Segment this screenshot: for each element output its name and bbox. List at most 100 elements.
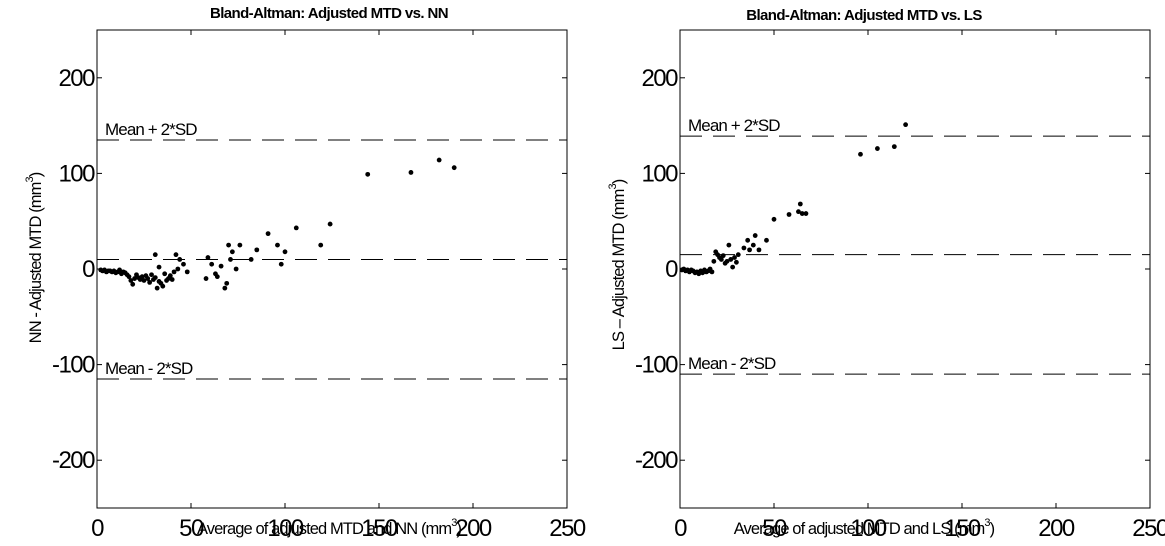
data-point bbox=[141, 278, 147, 283]
data-point bbox=[226, 242, 232, 248]
x-tick-label: 200 bbox=[1038, 515, 1075, 542]
x-tick-label: 150 bbox=[361, 515, 398, 542]
y-tick-label: 200 bbox=[641, 65, 678, 92]
x-tick-label: 250 bbox=[549, 515, 586, 542]
data-point bbox=[149, 272, 154, 278]
data-point bbox=[203, 276, 209, 281]
data-point bbox=[756, 247, 762, 253]
reference-line-label: Mean + 2*SD bbox=[105, 120, 197, 139]
data-point bbox=[254, 247, 260, 253]
data-point bbox=[209, 261, 215, 267]
data-point bbox=[173, 252, 179, 258]
y-tick-label: 100 bbox=[58, 160, 95, 187]
y-axis-label: NN - Adjusted MTD (mm3) bbox=[24, 172, 45, 343]
data-point bbox=[747, 247, 752, 253]
data-point bbox=[730, 264, 736, 270]
data-point bbox=[130, 281, 136, 287]
data-point bbox=[720, 253, 726, 259]
reference-line-label: Mean - 2*SD bbox=[105, 359, 193, 378]
data-point bbox=[117, 267, 122, 273]
x-tick-label: 250 bbox=[1132, 515, 1165, 542]
data-point bbox=[734, 259, 739, 265]
data-point bbox=[726, 242, 732, 248]
data-point bbox=[796, 209, 801, 215]
data-point bbox=[248, 257, 254, 262]
data-point bbox=[408, 170, 414, 175]
x-tick-label: 150 bbox=[944, 515, 981, 542]
data-point bbox=[451, 165, 457, 171]
x-axis-label-end: ) bbox=[990, 520, 995, 538]
data-point bbox=[214, 274, 220, 280]
x-tick-label: 200 bbox=[455, 515, 492, 542]
data-point bbox=[132, 276, 138, 281]
data-point bbox=[205, 255, 211, 260]
y-axis-label-sup: 3 bbox=[24, 177, 36, 183]
data-point bbox=[128, 278, 134, 283]
data-point bbox=[327, 221, 333, 227]
data-point bbox=[875, 146, 880, 151]
data-point bbox=[728, 257, 734, 262]
x-tick-label: 50 bbox=[179, 515, 204, 542]
data-point bbox=[160, 283, 166, 289]
data-point bbox=[858, 151, 863, 157]
data-point bbox=[752, 233, 758, 238]
x-tick-label: 0 bbox=[674, 515, 687, 542]
y-tick-label: 0 bbox=[665, 256, 678, 283]
x-axis-label-sup: 3 bbox=[984, 517, 990, 529]
y-tick-label: -200 bbox=[52, 447, 95, 474]
data-point bbox=[771, 216, 777, 222]
data-point bbox=[891, 144, 897, 150]
y-tick-label: 100 bbox=[641, 160, 678, 187]
data-point bbox=[162, 271, 168, 277]
data-point bbox=[154, 285, 160, 291]
y-axis-label-end: ) bbox=[27, 172, 45, 177]
chart-marks: 0 50 100 150 200 250 200 100 0 -100 -200 Mean + 2*S… bbox=[635, 29, 1165, 542]
data-point bbox=[224, 280, 230, 286]
plot-area-frame bbox=[96, 29, 568, 509]
data-point bbox=[786, 212, 792, 217]
chart-marks: 0 50 100 150 200 250 200 100 0 -100 -200 Mean + 2*S… bbox=[52, 29, 587, 542]
data-point bbox=[718, 257, 724, 262]
data-point bbox=[764, 237, 769, 243]
data-point bbox=[293, 225, 299, 231]
reference-line-label: Mean + 2*SD bbox=[688, 116, 780, 135]
data-point bbox=[797, 201, 803, 207]
data-point bbox=[750, 242, 756, 248]
data-point bbox=[741, 245, 747, 251]
data-point bbox=[152, 275, 158, 281]
y-axis-label-end: ) bbox=[610, 179, 628, 184]
chart-title: Bland-Altman: Adjusted MTD vs. NN bbox=[210, 5, 448, 22]
data-point bbox=[709, 269, 715, 275]
x-axis-label-end: ) bbox=[456, 520, 461, 538]
x-tick-label: 0 bbox=[91, 515, 104, 542]
chart-title: Bland-Altman: Adjusted MTD vs. LS bbox=[746, 7, 982, 24]
x-tick-label: 100 bbox=[267, 515, 304, 542]
reference-line-label: Mean - 2*SD bbox=[688, 354, 776, 373]
chart-nn: Bland-Altman: Adjusted MTD vs. NN 0 50 100… bbox=[24, 5, 587, 542]
data-point bbox=[139, 274, 145, 280]
data-point bbox=[171, 269, 177, 275]
x-axis-label: Average of adjusted MTD and NN (mm3) bbox=[197, 517, 462, 538]
data-point bbox=[169, 277, 175, 282]
data-point bbox=[233, 266, 239, 272]
y-tick-label: 0 bbox=[82, 256, 95, 283]
data-point bbox=[175, 266, 181, 272]
data-point bbox=[282, 249, 288, 255]
data-point bbox=[184, 269, 190, 275]
data-point bbox=[177, 257, 183, 262]
data-point bbox=[126, 274, 132, 280]
data-point bbox=[711, 258, 717, 264]
y-axis-label-sup: 3 bbox=[607, 184, 619, 190]
data-point bbox=[735, 252, 741, 258]
data-point bbox=[167, 273, 173, 279]
data-point bbox=[147, 279, 153, 285]
data-point bbox=[181, 261, 186, 267]
y-tick-label: -100 bbox=[635, 352, 678, 379]
data-point bbox=[732, 255, 737, 260]
plot-area-frame bbox=[679, 29, 1151, 509]
x-tick-label: 100 bbox=[850, 515, 887, 542]
data-point bbox=[275, 242, 280, 248]
y-tick-label: 200 bbox=[58, 65, 95, 92]
data-point bbox=[724, 258, 730, 264]
